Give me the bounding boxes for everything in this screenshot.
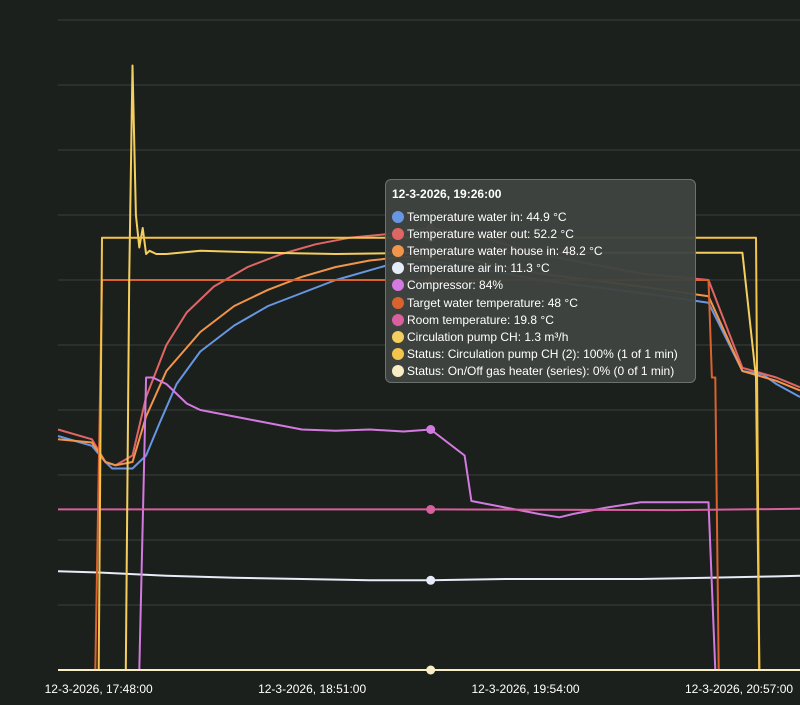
tooltip-row-text: Temperature water house in: 48.2 °C — [407, 243, 603, 258]
series-line-7[interactable] — [58, 64, 800, 671]
tooltip-row-text: Temperature water in: 44.9 °C — [407, 209, 567, 224]
tooltip-row-text: Compressor: 84% — [407, 278, 504, 293]
x-tick-label: 12-3-2026, 19:54:00 — [471, 682, 580, 696]
series-line-6[interactable] — [58, 507, 800, 512]
legend-dot-icon — [392, 262, 404, 275]
tooltip-row: Status: On/Off gas heater (series): 0% (… — [392, 363, 687, 380]
tooltip-row: Temperature water house in: 48.2 °C — [392, 242, 687, 259]
tooltip-row-text: Status: On/Off gas heater (series): 0% (… — [407, 364, 675, 379]
legend-dot-icon — [392, 210, 404, 223]
tooltip-row: Temperature air in: 11.3 °C — [392, 260, 687, 277]
tooltip-row: Temperature water out: 52.2 °C — [392, 225, 687, 242]
hover-marker-6 — [426, 504, 436, 514]
tooltip-row-text: Target water temperature: 48 °C — [407, 295, 578, 310]
tooltip-row: Status: Circulation pump CH (2): 100% (1… — [392, 346, 687, 363]
series-line-4[interactable] — [58, 376, 800, 671]
x-tick-label: 12-3-2026, 20:57:00 — [684, 682, 794, 696]
legend-dot-icon — [392, 279, 404, 292]
tooltip-row: Room temperature: 19.8 °C — [392, 311, 687, 328]
hover-marker-4 — [426, 425, 436, 434]
legend-dot-icon — [392, 348, 404, 361]
x-tick-label: 12-3-2026, 18:51:00 — [258, 682, 367, 696]
legend-dot-icon — [392, 330, 404, 343]
x-tick-label: 12-3-2026, 17:48:00 — [44, 682, 153, 696]
legend-dot-icon — [392, 244, 404, 257]
hover-marker-3 — [426, 575, 436, 585]
tooltip-row: Target water temperature: 48 °C — [392, 294, 687, 311]
tooltip-row-text: Status: Circulation pump CH (2): 100% (1… — [407, 347, 678, 362]
chart-tooltip: 12-3-2026, 19:26:00 Temperature water in… — [385, 179, 696, 383]
hover-marker-9 — [426, 665, 436, 675]
tooltip-row-text: Room temperature: 19.8 °C — [407, 312, 554, 327]
tooltip-row: Circulation pump CH: 1.3 m³/h — [392, 328, 687, 345]
legend-dot-icon — [392, 313, 404, 326]
tooltip-row-text: Temperature air in: 11.3 °C — [407, 261, 550, 276]
tooltip-row: Compressor: 84% — [392, 277, 687, 294]
series-line-5[interactable] — [58, 279, 800, 671]
legend-dot-icon — [392, 365, 404, 378]
legend-dot-icon — [392, 227, 404, 240]
tooltip-title: 12-3-2026, 19:26:00 — [392, 187, 502, 201]
tooltip-row-text: Temperature water out: 52.2 °C — [407, 226, 574, 241]
tooltip-rows: Temperature water in: 44.9 °C Temperature… — [392, 208, 687, 380]
tooltip-row: Temperature water in: 44.9 °C — [392, 208, 687, 225]
tooltip-row-text: Circulation pump CH: 1.3 m³/h — [407, 329, 569, 344]
legend-dot-icon — [392, 296, 404, 309]
